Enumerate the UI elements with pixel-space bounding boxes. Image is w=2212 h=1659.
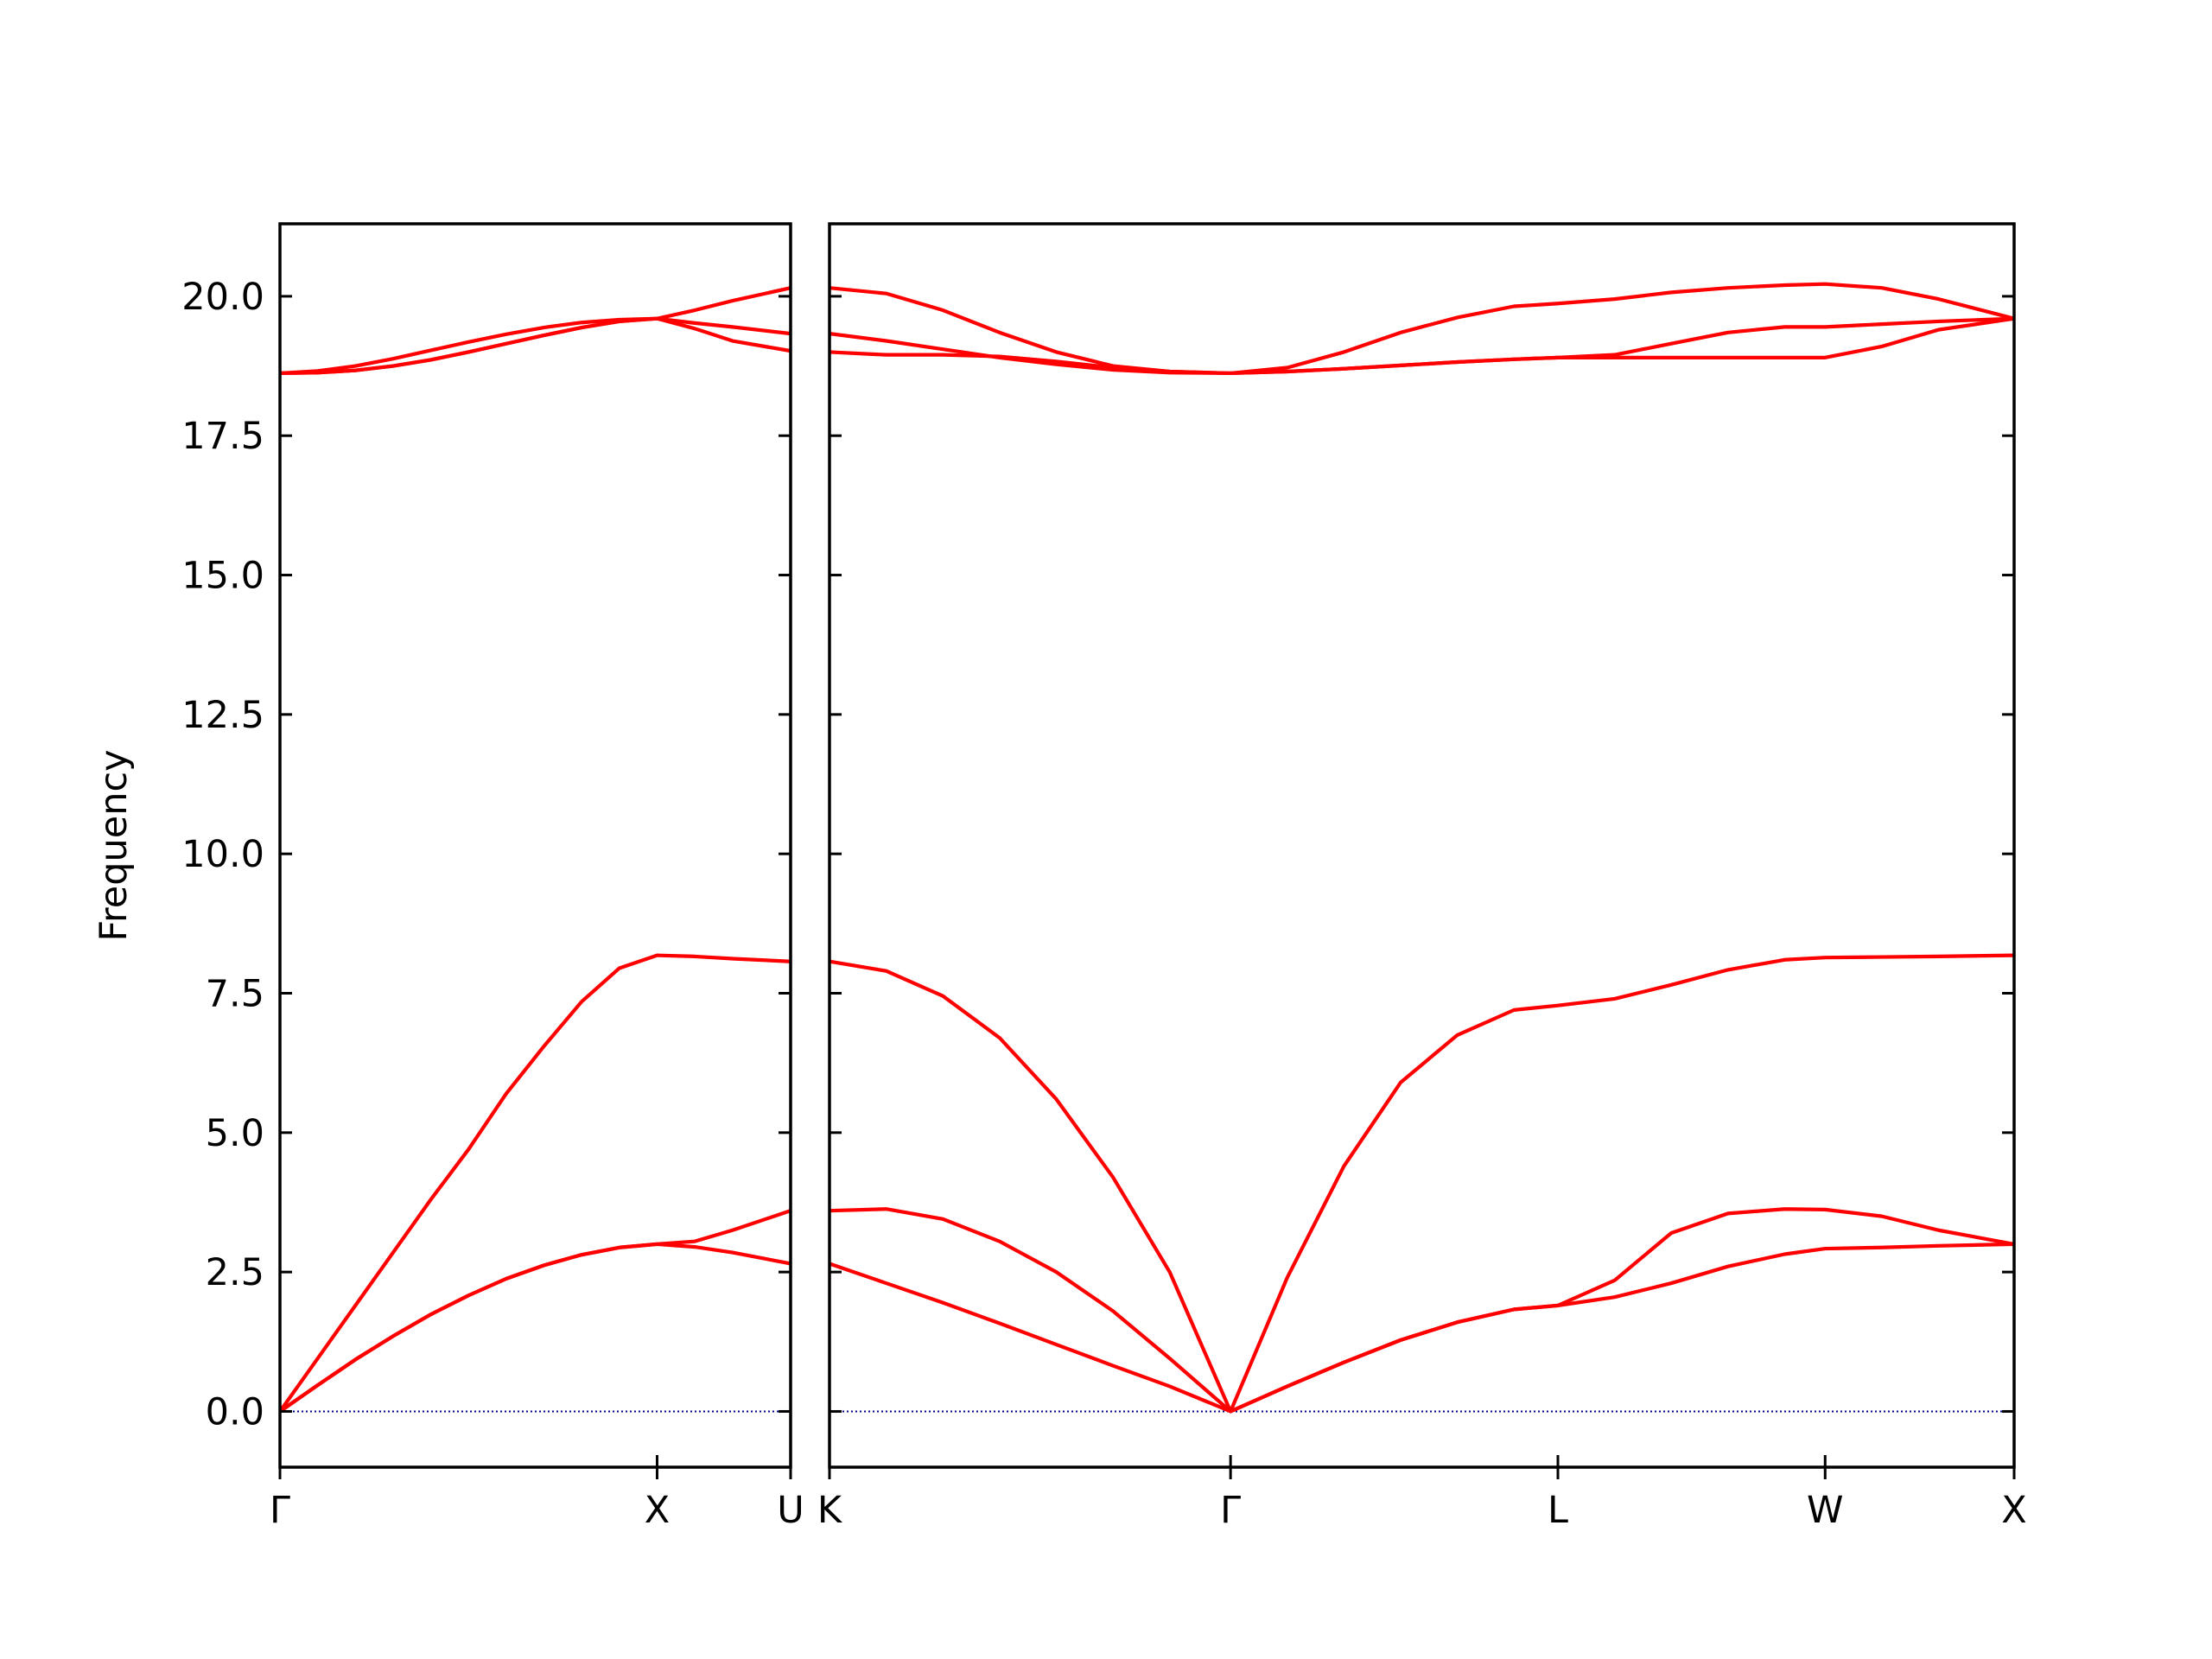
y-tick-label: 7.5 <box>206 973 264 1016</box>
axes-frame <box>828 222 2016 1469</box>
y-tick-label: 12.5 <box>181 694 264 737</box>
y-tick-label: 15.0 <box>181 555 264 598</box>
x-tick-label: L <box>1548 1489 1568 1532</box>
x-tick-label: X <box>645 1489 670 1532</box>
y-tick-label: 5.0 <box>206 1112 264 1155</box>
y-tick-label: 2.5 <box>206 1251 264 1294</box>
band-line <box>829 1207 2015 1414</box>
x-tick-label: K <box>817 1489 843 1532</box>
band-line <box>278 953 791 1413</box>
x-tick-label: U <box>777 1489 804 1532</box>
y-tick-label: 10.0 <box>181 833 264 876</box>
band-line <box>279 316 791 376</box>
y-tick-label: 20.0 <box>181 276 264 319</box>
y-tick-label: 0.0 <box>206 1390 264 1433</box>
x-tick-label: X <box>2001 1489 2026 1532</box>
band-line <box>279 286 791 376</box>
y-axis-label: Frequency <box>92 749 136 941</box>
x-tick-label: Γ <box>1220 1489 1241 1532</box>
band-line <box>829 316 2015 376</box>
band-line <box>829 282 2015 376</box>
axes-frame <box>278 222 792 1469</box>
x-tick-label: W <box>1807 1489 1844 1532</box>
band-line <box>278 1209 791 1414</box>
band-line <box>829 1242 2015 1414</box>
x-tick-label: Γ <box>270 1489 290 1532</box>
y-tick-label: 17.5 <box>181 415 264 458</box>
band-line <box>829 953 2015 1414</box>
